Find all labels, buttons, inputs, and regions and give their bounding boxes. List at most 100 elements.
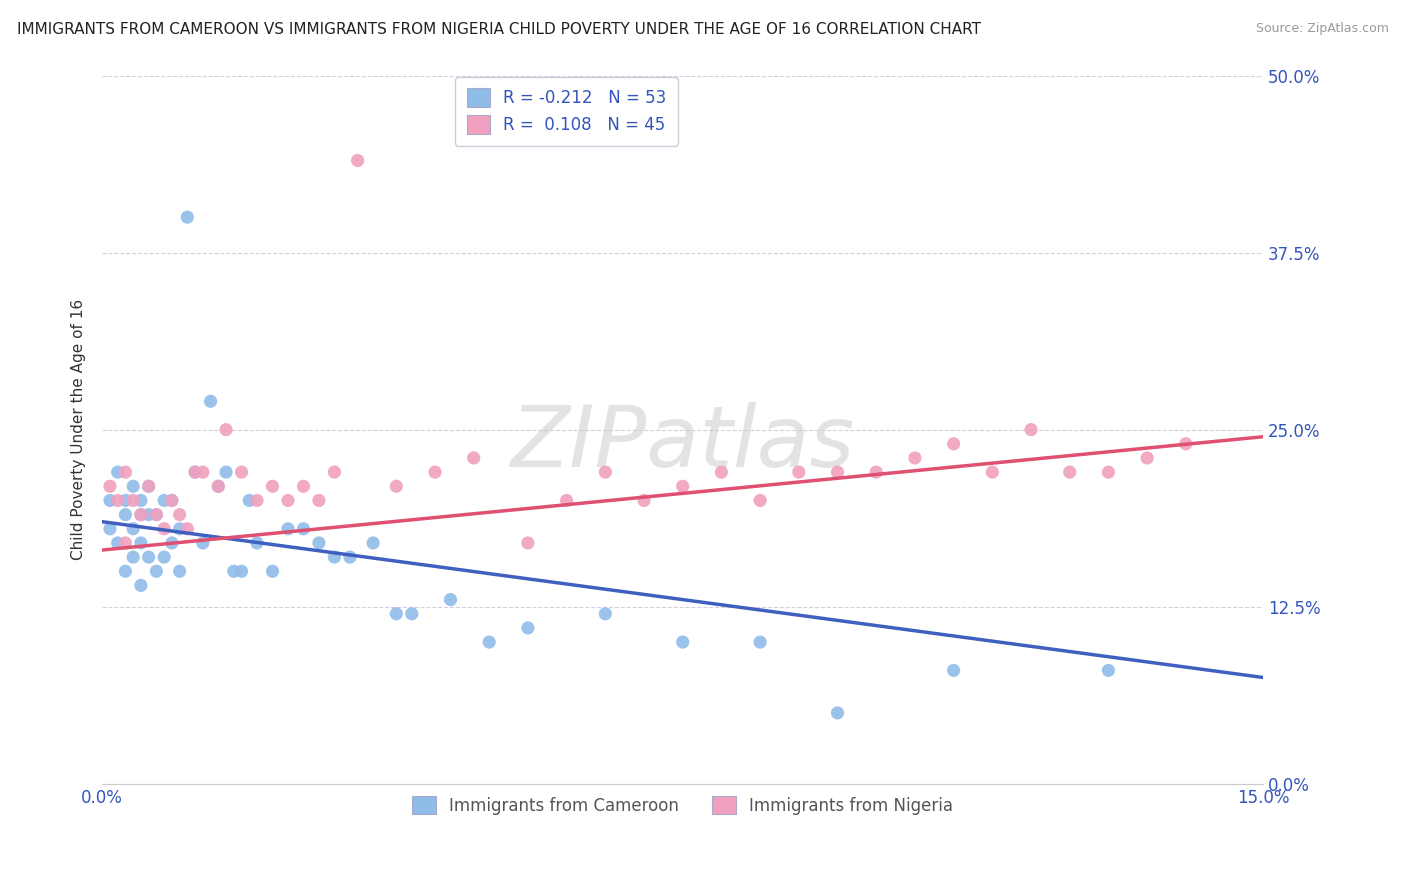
Point	[277, 522, 299, 536]
Point	[672, 479, 695, 493]
Point	[904, 450, 927, 465]
Point	[114, 465, 136, 479]
Point	[169, 508, 191, 522]
Point	[262, 479, 284, 493]
Point	[346, 153, 368, 168]
Point	[122, 522, 145, 536]
Point	[184, 465, 207, 479]
Point	[1174, 437, 1197, 451]
Point	[160, 493, 183, 508]
Text: ZIPatlas: ZIPatlas	[510, 402, 855, 485]
Point	[787, 465, 810, 479]
Point	[160, 536, 183, 550]
Point	[122, 493, 145, 508]
Point	[516, 536, 538, 550]
Point	[308, 536, 330, 550]
Point	[361, 536, 384, 550]
Point	[107, 536, 129, 550]
Point	[122, 479, 145, 493]
Point	[942, 664, 965, 678]
Point	[827, 465, 849, 479]
Point	[555, 493, 578, 508]
Point	[308, 493, 330, 508]
Point	[238, 493, 260, 508]
Point	[1059, 465, 1081, 479]
Point	[114, 536, 136, 550]
Point	[176, 210, 198, 224]
Point	[595, 607, 617, 621]
Point	[169, 522, 191, 536]
Text: Source: ZipAtlas.com: Source: ZipAtlas.com	[1256, 22, 1389, 36]
Point	[129, 578, 152, 592]
Point	[423, 465, 446, 479]
Point	[339, 550, 361, 565]
Point	[207, 479, 229, 493]
Point	[827, 706, 849, 720]
Point	[292, 522, 315, 536]
Legend: Immigrants from Cameroon, Immigrants from Nigeria: Immigrants from Cameroon, Immigrants fro…	[402, 787, 963, 825]
Point	[98, 493, 121, 508]
Point	[107, 493, 129, 508]
Point	[222, 564, 245, 578]
Point	[231, 465, 253, 479]
Point	[246, 493, 269, 508]
Point	[129, 508, 152, 522]
Point	[114, 493, 136, 508]
Point	[401, 607, 423, 621]
Point	[145, 508, 167, 522]
Point	[277, 493, 299, 508]
Point	[98, 479, 121, 493]
Point	[160, 493, 183, 508]
Point	[191, 536, 214, 550]
Point	[191, 465, 214, 479]
Point	[122, 550, 145, 565]
Point	[385, 607, 408, 621]
Point	[138, 479, 160, 493]
Point	[98, 522, 121, 536]
Point	[865, 465, 887, 479]
Point	[595, 465, 617, 479]
Point	[153, 550, 176, 565]
Point	[1097, 465, 1119, 479]
Point	[981, 465, 1004, 479]
Point	[153, 522, 176, 536]
Point	[1097, 664, 1119, 678]
Point	[138, 479, 160, 493]
Point	[749, 493, 772, 508]
Point	[1019, 423, 1042, 437]
Text: IMMIGRANTS FROM CAMEROON VS IMMIGRANTS FROM NIGERIA CHILD POVERTY UNDER THE AGE : IMMIGRANTS FROM CAMEROON VS IMMIGRANTS F…	[17, 22, 981, 37]
Point	[323, 465, 346, 479]
Point	[749, 635, 772, 649]
Point	[672, 635, 695, 649]
Point	[292, 479, 315, 493]
Point	[169, 564, 191, 578]
Point	[385, 479, 408, 493]
Point	[942, 437, 965, 451]
Point	[145, 564, 167, 578]
Point	[246, 536, 269, 550]
Point	[114, 564, 136, 578]
Point	[215, 423, 238, 437]
Point	[107, 465, 129, 479]
Point	[207, 479, 229, 493]
Point	[153, 493, 176, 508]
Point	[138, 508, 160, 522]
Point	[138, 550, 160, 565]
Point	[710, 465, 733, 479]
Point	[129, 508, 152, 522]
Point	[114, 508, 136, 522]
Point	[231, 564, 253, 578]
Point	[184, 465, 207, 479]
Point	[478, 635, 501, 649]
Point	[215, 465, 238, 479]
Point	[145, 508, 167, 522]
Point	[200, 394, 222, 409]
Y-axis label: Child Poverty Under the Age of 16: Child Poverty Under the Age of 16	[72, 299, 86, 560]
Point	[323, 550, 346, 565]
Point	[129, 493, 152, 508]
Point	[129, 536, 152, 550]
Point	[516, 621, 538, 635]
Point	[439, 592, 461, 607]
Point	[262, 564, 284, 578]
Point	[463, 450, 485, 465]
